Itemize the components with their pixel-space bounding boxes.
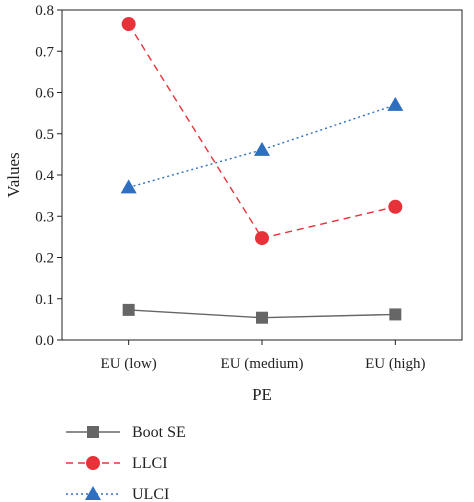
y-axis-title: Values: [4, 152, 23, 197]
legend-marker: [86, 456, 100, 470]
plot-frame: [61, 9, 463, 341]
x-axis-title: PE: [252, 385, 272, 404]
legend-label: LLCI: [132, 455, 168, 472]
legend-marker: [87, 426, 99, 438]
legend-item-llci: LLCI: [66, 455, 168, 472]
x-tick-label: EU (low): [101, 356, 157, 372]
y-tick-label: 0.7: [35, 44, 54, 60]
x-tick-label: EU (high): [365, 356, 425, 372]
series-layer: [120, 17, 404, 324]
data-point-boot-se: [256, 311, 268, 324]
y-tick-label: 0.8: [35, 3, 54, 19]
data-point-llci: [121, 17, 136, 32]
series-ulci: [120, 96, 404, 194]
y-tick-label: 0.6: [35, 86, 54, 102]
data-point-llci: [388, 199, 403, 214]
y-axis: 0.0 0.1 0.2 0.3 0.4 0.5 0.6 0.7 0.8: [35, 3, 62, 349]
data-point-ulci: [254, 141, 270, 156]
data-point-ulci: [387, 96, 404, 111]
legend-marker: [85, 486, 101, 500]
series-line-llci: [128, 23, 396, 239]
y-tick-label: 0.2: [35, 251, 54, 267]
y-tick-label: 0.5: [35, 127, 54, 143]
y-tick-label: 0.1: [35, 292, 54, 308]
legend-item-ulci: ULCI: [66, 486, 169, 502]
x-axis: EU (low) EU (medium) EU (high): [101, 340, 426, 372]
legend: Boot SE LLCI ULCI: [66, 424, 186, 502]
y-tick-label: 0.3: [35, 209, 54, 225]
data-point-llci: [255, 231, 269, 246]
x-tick-label: EU (medium): [221, 356, 304, 372]
legend-label: Boot SE: [132, 424, 186, 441]
y-tick-label: 0.4: [35, 168, 54, 184]
data-point-boot-se: [389, 308, 402, 321]
series-llci: [121, 17, 403, 246]
series-boot-se: [122, 303, 402, 324]
data-point-boot-se: [122, 303, 135, 316]
data-point-ulci: [120, 179, 137, 194]
legend-item-boot-se: Boot SE: [66, 424, 186, 441]
legend-label: ULCI: [132, 486, 169, 502]
y-tick-label: 0.0: [35, 333, 54, 349]
series-line-ulci: [128, 104, 396, 189]
